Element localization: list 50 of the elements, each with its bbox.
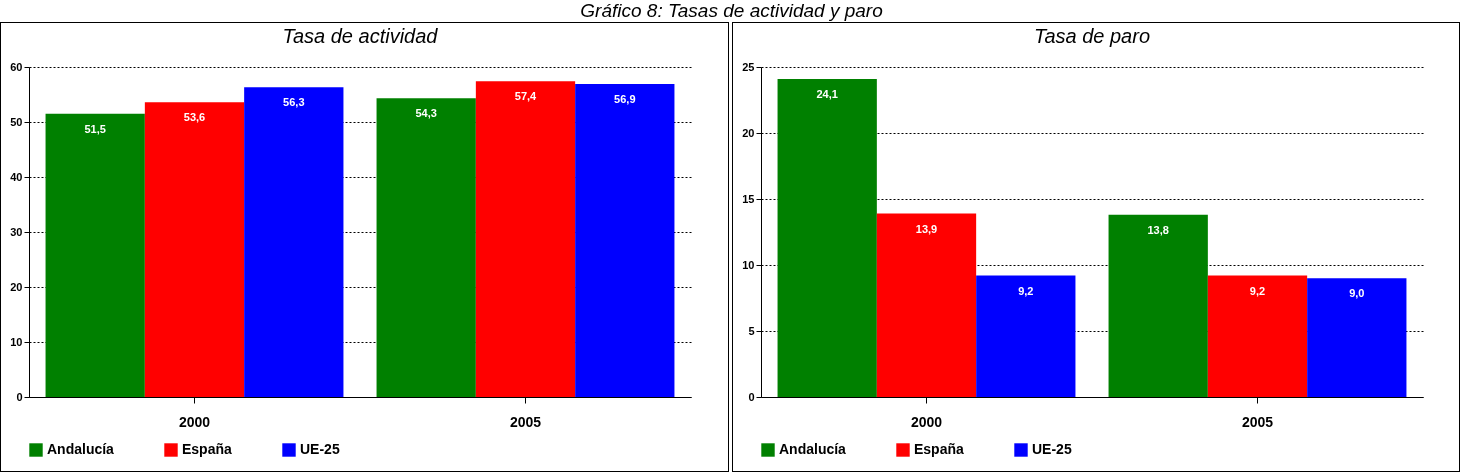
text: Gráfico 8: Tasas de actividad y paro	[579, 0, 884, 22]
y-tick-label: 40	[10, 170, 23, 183]
legend-label: UE-25	[1031, 441, 1072, 457]
bar	[975, 275, 1075, 397]
y-tick-label: 15	[741, 192, 754, 205]
data-label: 9,2	[1249, 284, 1265, 297]
x-tick-label: 2005	[509, 413, 542, 430]
chart-title: Tasa de actividad	[282, 25, 439, 47]
data-label: 51,5	[84, 122, 106, 135]
data-label: 9,2	[1017, 284, 1033, 297]
bar	[244, 87, 344, 397]
bar	[45, 113, 145, 397]
y-tick-label: 25	[741, 60, 754, 73]
y-tick-label: 10	[741, 258, 754, 271]
legend-label: Andalucía	[778, 441, 846, 457]
bar	[475, 81, 576, 397]
bar	[1207, 275, 1307, 397]
data-label: 56,3	[283, 96, 305, 109]
bar	[376, 98, 476, 397]
bar	[777, 78, 877, 397]
x-tick-label: 2005	[1241, 413, 1273, 430]
legend-label: UE-25	[300, 441, 340, 457]
x-tick-label: 2000	[178, 413, 211, 430]
y-tick-label: 0	[747, 390, 754, 403]
legend-label: España	[913, 441, 964, 457]
x-tick-label: 2000	[910, 413, 942, 430]
bar	[144, 102, 245, 397]
data-label: 13,8	[1146, 223, 1169, 236]
y-tick-label: 50	[10, 115, 23, 128]
legend-label: España	[182, 441, 233, 457]
data-label: 13,9	[915, 222, 937, 235]
y-tick-label: 60	[10, 60, 23, 73]
data-label: 9,0	[1348, 287, 1364, 300]
y-tick-label: 0	[16, 390, 23, 403]
y-tick-label: 20	[10, 280, 23, 293]
y-tick-label: 30	[10, 225, 23, 238]
y-tick-label: 5	[747, 324, 754, 337]
bar	[1108, 214, 1208, 397]
data-label: 24,1	[815, 87, 838, 100]
bar	[575, 84, 675, 397]
data-label: 57,4	[514, 90, 538, 103]
data-label: 53,6	[183, 111, 206, 124]
y-tick-label: 10	[10, 335, 23, 348]
y-tick-label: 20	[741, 126, 754, 139]
legend-label: Andalucía	[47, 441, 115, 457]
data-label: 54,3	[415, 107, 437, 120]
chart-title: Tasa de paro	[1033, 25, 1150, 47]
bar	[876, 213, 976, 397]
bar	[1306, 278, 1406, 397]
data-label: 56,9	[614, 93, 636, 106]
